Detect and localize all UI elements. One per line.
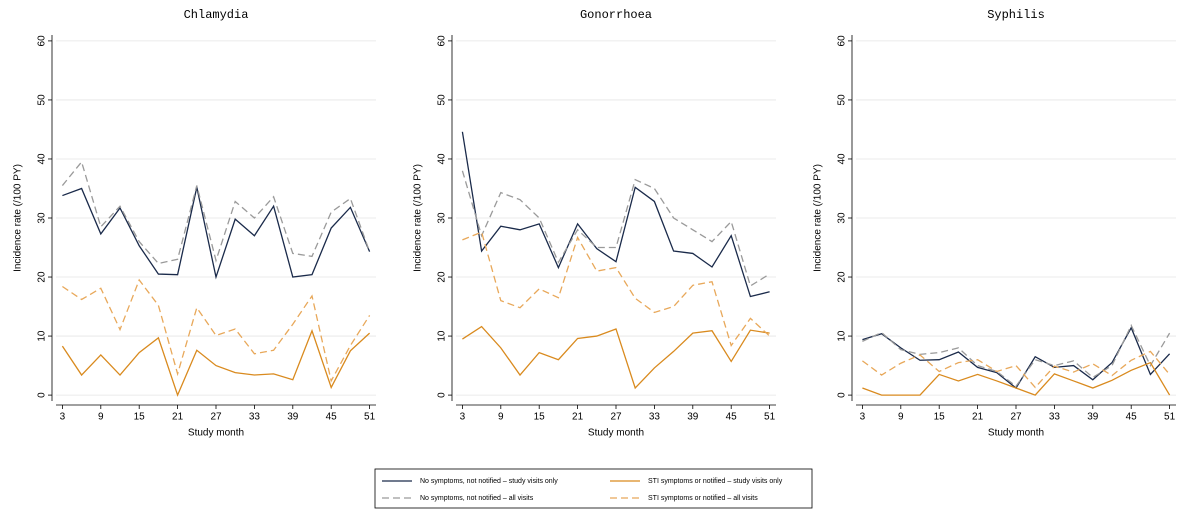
y-tick-label: 60 <box>837 35 848 47</box>
x-tick-label: 51 <box>364 412 376 423</box>
x-tick-label: 21 <box>572 412 584 423</box>
y-axis-label: Incidence rate (/100 PY) <box>13 164 24 272</box>
y-tick-label: 20 <box>37 271 48 283</box>
legend-box <box>374 468 813 509</box>
panel-title: Chlamydia <box>184 8 249 22</box>
legend-label: No symptoms, not notified – all visits <box>420 495 534 502</box>
y-tick-label: 40 <box>437 153 448 165</box>
x-tick-label: 45 <box>726 412 738 423</box>
y-tick-label: 40 <box>837 153 848 165</box>
y-tick-label: 10 <box>437 330 448 342</box>
x-tick-label: 3 <box>860 412 866 423</box>
series-line <box>462 231 771 347</box>
y-tick-label: 0 <box>37 392 48 398</box>
x-tick-label: 15 <box>134 412 146 423</box>
y-tick-label: 20 <box>437 271 448 283</box>
series-line <box>61 160 371 265</box>
x-tick-label: 33 <box>1049 412 1061 423</box>
y-tick-label: 60 <box>37 35 48 47</box>
y-tick-label: 50 <box>37 94 48 106</box>
y-tick-label: 0 <box>837 392 848 398</box>
x-tick-label: 27 <box>1010 412 1022 423</box>
x-tick-label: 3 <box>60 412 66 423</box>
series-line <box>862 350 1171 389</box>
y-tick-label: 50 <box>437 94 448 106</box>
panel-title: Gonorrhoea <box>580 8 652 22</box>
x-tick-label: 51 <box>1164 412 1176 423</box>
y-axis-label: Incidence rate (/100 PY) <box>413 164 424 272</box>
x-axis-label: Study month <box>988 428 1044 439</box>
panel-title: Syphilis <box>987 8 1045 22</box>
y-tick-label: 10 <box>837 330 848 342</box>
x-tick-label: 15 <box>534 412 546 423</box>
x-tick-label: 9 <box>98 412 104 423</box>
x-tick-label: 45 <box>1126 412 1138 423</box>
series-line <box>62 187 371 280</box>
x-tick-label: 9 <box>898 412 904 423</box>
y-tick-label: 30 <box>837 212 848 224</box>
x-tick-label: 15 <box>934 412 946 423</box>
x-tick-label: 21 <box>172 412 184 423</box>
series-line <box>462 325 770 390</box>
series-line <box>61 328 371 397</box>
y-tick-label: 50 <box>837 94 848 106</box>
x-tick-label: 39 <box>1087 412 1099 423</box>
y-tick-label: 30 <box>37 212 48 224</box>
y-tick-label: 40 <box>37 153 48 165</box>
x-tick-label: 39 <box>687 412 699 423</box>
legend-label: No symptoms, not notified – study visits… <box>420 478 558 485</box>
y-axis-label: Incidence rate (/100 PY) <box>813 164 824 272</box>
legend-label: STI symptoms or notified – study visits … <box>648 478 783 485</box>
x-tick-label: 33 <box>249 412 261 423</box>
legend-label: STI symptoms or notified – all visits <box>648 495 758 502</box>
x-tick-label: 9 <box>498 412 504 423</box>
y-tick-label: 20 <box>837 271 848 283</box>
y-tick-label: 30 <box>437 212 448 224</box>
x-axis-label: Study month <box>188 428 244 439</box>
y-tick-label: 0 <box>437 392 448 398</box>
x-tick-label: 51 <box>764 412 776 423</box>
y-tick-label: 10 <box>37 330 48 342</box>
series-line <box>862 326 1171 389</box>
x-tick-label: 45 <box>326 412 338 423</box>
series-line <box>461 170 770 287</box>
x-tick-label: 27 <box>610 412 622 423</box>
x-tick-label: 27 <box>210 412 222 423</box>
series-line <box>862 323 1171 388</box>
series-line <box>461 131 770 298</box>
x-tick-label: 21 <box>972 412 984 423</box>
x-tick-label: 33 <box>649 412 661 423</box>
x-axis-label: Study month <box>588 428 644 439</box>
y-tick-label: 60 <box>437 35 448 47</box>
x-tick-label: 39 <box>287 412 299 423</box>
series-line <box>862 361 1171 396</box>
x-tick-label: 3 <box>460 412 466 423</box>
